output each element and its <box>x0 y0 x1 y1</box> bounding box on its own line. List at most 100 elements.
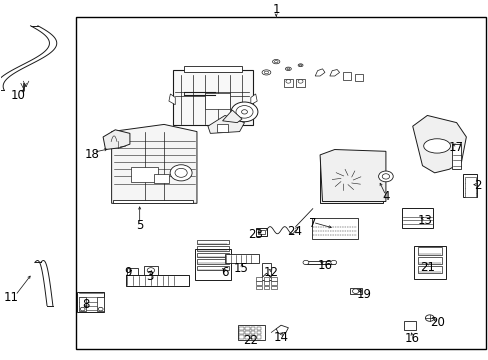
Ellipse shape <box>298 64 303 67</box>
Bar <box>256 277 262 281</box>
Text: 17: 17 <box>448 140 463 153</box>
Bar <box>154 174 168 183</box>
Bar <box>417 257 441 264</box>
Text: 12: 12 <box>264 266 278 279</box>
Bar <box>256 327 261 330</box>
Ellipse shape <box>236 105 252 118</box>
Bar <box>126 275 189 286</box>
Ellipse shape <box>303 260 308 265</box>
Text: 3: 3 <box>145 270 153 283</box>
Bar <box>127 267 138 275</box>
Bar <box>311 218 357 239</box>
Bar <box>464 177 475 197</box>
Bar <box>197 240 228 244</box>
Bar <box>256 336 261 339</box>
Text: 16: 16 <box>404 332 418 345</box>
Polygon shape <box>315 69 325 76</box>
Bar <box>349 288 361 294</box>
Bar <box>258 230 264 234</box>
Bar <box>197 266 228 270</box>
Bar <box>224 255 259 264</box>
Bar <box>250 331 255 334</box>
Ellipse shape <box>231 102 257 122</box>
Text: 16: 16 <box>317 259 332 272</box>
Bar <box>417 266 441 273</box>
Bar <box>401 208 432 228</box>
Ellipse shape <box>423 139 449 153</box>
Polygon shape <box>207 116 244 134</box>
Polygon shape <box>412 116 466 173</box>
Polygon shape <box>222 110 242 123</box>
Polygon shape <box>113 200 193 203</box>
Bar <box>270 286 276 289</box>
Ellipse shape <box>175 168 187 177</box>
Polygon shape <box>168 94 175 105</box>
Bar <box>250 336 255 339</box>
Ellipse shape <box>286 68 289 70</box>
Ellipse shape <box>330 168 362 192</box>
Polygon shape <box>276 325 288 333</box>
Bar <box>238 325 264 340</box>
Polygon shape <box>320 149 385 202</box>
Ellipse shape <box>425 315 433 321</box>
Ellipse shape <box>147 268 154 273</box>
Ellipse shape <box>170 165 192 181</box>
Bar <box>404 321 415 330</box>
Bar <box>305 261 334 264</box>
Text: 5: 5 <box>136 219 143 232</box>
Ellipse shape <box>262 70 270 75</box>
Text: 4: 4 <box>382 190 389 203</box>
Bar <box>320 157 383 203</box>
Polygon shape <box>250 94 257 105</box>
Bar <box>256 331 261 334</box>
Text: 6: 6 <box>221 266 228 279</box>
Bar <box>417 247 441 255</box>
Ellipse shape <box>80 307 85 311</box>
Text: 11: 11 <box>4 291 19 304</box>
Text: 2: 2 <box>473 179 480 192</box>
Ellipse shape <box>285 80 290 83</box>
Bar <box>413 246 445 279</box>
Bar <box>143 266 158 275</box>
Text: 18: 18 <box>85 148 100 161</box>
Ellipse shape <box>325 164 368 196</box>
Bar <box>263 286 269 289</box>
Text: 9: 9 <box>124 266 132 279</box>
Bar <box>197 259 228 264</box>
Bar <box>172 70 252 125</box>
Text: 24: 24 <box>286 225 302 238</box>
Text: 19: 19 <box>356 288 371 301</box>
Ellipse shape <box>340 176 352 184</box>
Text: 22: 22 <box>243 334 258 347</box>
Bar <box>256 286 262 289</box>
Ellipse shape <box>352 289 358 293</box>
Ellipse shape <box>285 67 291 71</box>
Ellipse shape <box>272 59 279 64</box>
Text: 8: 8 <box>82 298 89 311</box>
Bar <box>183 66 242 72</box>
Text: 21: 21 <box>419 261 434 274</box>
Bar <box>284 79 292 87</box>
Bar <box>239 331 244 334</box>
Bar <box>76 17 485 348</box>
Bar <box>239 336 244 339</box>
Bar <box>270 277 276 281</box>
Bar <box>205 93 229 109</box>
Bar <box>463 174 476 197</box>
Bar <box>131 167 158 182</box>
Bar <box>250 327 255 330</box>
Bar <box>217 124 227 132</box>
Bar <box>79 297 86 311</box>
Bar <box>355 74 362 81</box>
Bar <box>263 277 269 281</box>
Bar <box>197 246 228 251</box>
Text: 10: 10 <box>10 89 25 102</box>
Ellipse shape <box>274 60 278 63</box>
Polygon shape <box>103 130 130 149</box>
Text: 7: 7 <box>308 217 316 230</box>
Bar <box>244 331 249 334</box>
Bar <box>263 282 269 285</box>
Bar <box>270 282 276 285</box>
Bar <box>296 79 305 87</box>
Bar <box>194 249 231 279</box>
